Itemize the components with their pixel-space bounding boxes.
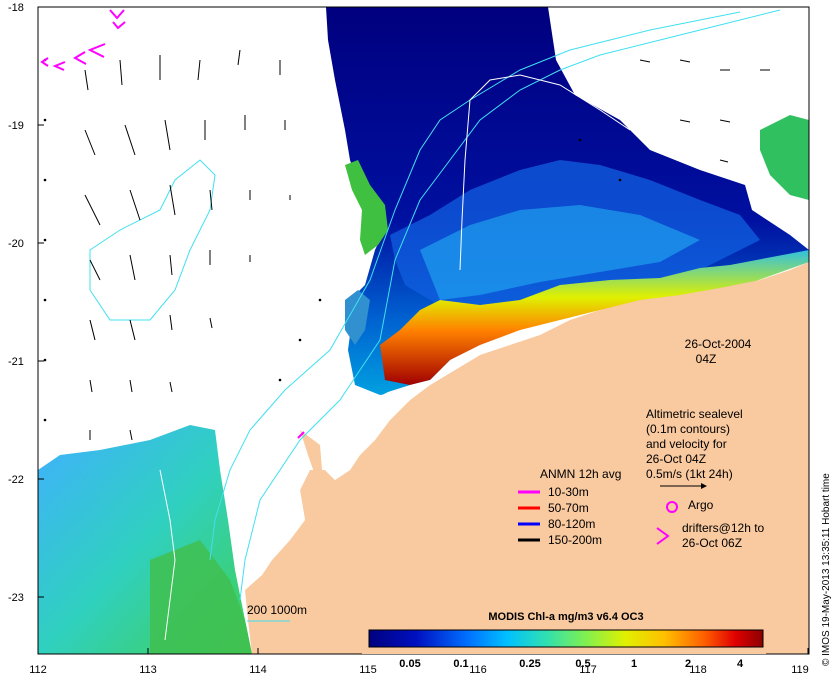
lon-tick-label: 116: [469, 664, 487, 676]
contour-loop-west: [89, 159, 216, 321]
chl-swath-southwest-green: [150, 540, 252, 654]
isobath-200m: [239, 9, 781, 601]
argo-marker-icon: [666, 501, 678, 513]
lon-tick-label: 119: [791, 664, 809, 676]
anmn-legend-label: 80-120m: [548, 517, 595, 531]
contour-white: [459, 74, 631, 271]
altimetric-legend-line: 26-Oct 04Z: [646, 452, 706, 466]
anmn-legend-label: 150-200m: [548, 533, 602, 547]
lon-tick-label: 118: [689, 664, 707, 676]
chl-green-patch-2: [760, 115, 809, 200]
colorbar-title: MODIS Chl-a mg/m3 v6.4 OC3: [488, 611, 643, 623]
argo-legend-label: Argo: [688, 498, 714, 512]
lon-tick-label: 117: [579, 664, 597, 676]
lat-tick-label: -20: [8, 238, 24, 250]
lat-tick-label: -22: [8, 474, 24, 486]
colorbar-tick-label: 0.1: [453, 658, 468, 670]
colorbar-tick-label: 2: [685, 658, 691, 670]
credit-text: © IMOS 19-May-2013 13:35:11 Hobart time: [821, 473, 832, 666]
isobath-1000m: [209, 11, 741, 561]
colorbar-tick-label: 1: [631, 658, 637, 670]
chl-green-patch-1: [345, 160, 388, 255]
colorbar-tick-label: 0.05: [399, 658, 420, 670]
lon-tick-label: 115: [359, 664, 377, 676]
drifters-legend-line: drifters@12h to: [682, 521, 765, 535]
anmn-mooring-arrows: [297, 431, 305, 439]
chl-coastal-band: [380, 250, 809, 385]
lon-tick-label: 112: [29, 664, 47, 676]
nodata-coastal: [245, 355, 480, 590]
cape-land: [300, 430, 322, 500]
chl-green-patch-3: [345, 290, 370, 345]
lat-tick-marks: [38, 6, 44, 598]
lat-tick-label: -19: [8, 120, 24, 132]
australia-landmass: [245, 262, 809, 654]
drifter-chevron-icon: [656, 527, 670, 545]
chl-plume-inner: [420, 205, 700, 300]
lat-tick-label: -21: [8, 356, 24, 368]
altimetric-legend-line: (0.1m contours): [646, 422, 730, 436]
altimetric-legend-line: and velocity for: [646, 437, 727, 451]
colorbar-gradient: [368, 629, 764, 648]
isobath-legend-label: 200 1000m: [247, 603, 307, 617]
anmn-legend-label: 10-30m: [548, 485, 589, 499]
lat-tick-label: -23: [8, 592, 24, 604]
anmn-legend-title: ANMN 12h avg: [540, 467, 621, 481]
altimetric-legend-line: Altimetric sealevel: [646, 407, 743, 421]
contour-white-sw: [159, 469, 176, 641]
anmn-legend-label: 50-70m: [548, 501, 589, 515]
lat-tick-label: -18: [8, 2, 24, 14]
date-label: 26-Oct-2004: [685, 337, 752, 351]
lon-tick-label: 113: [139, 664, 157, 676]
altimetric-legend-line: 0.5m/s (1kt 24h): [646, 467, 733, 481]
colorbar-tick-label: 0.25: [519, 658, 540, 670]
time-label: 04Z: [696, 352, 717, 366]
colorbar-tick-label: 0.5: [575, 658, 590, 670]
drifters-legend-line: 26-Oct 06Z: [682, 536, 742, 550]
velocity-vectors: [84, 49, 770, 441]
drifter-tracks: [40, 9, 126, 71]
colorbar-tick-label: 4: [737, 658, 744, 670]
lon-tick-label: 114: [249, 664, 267, 676]
